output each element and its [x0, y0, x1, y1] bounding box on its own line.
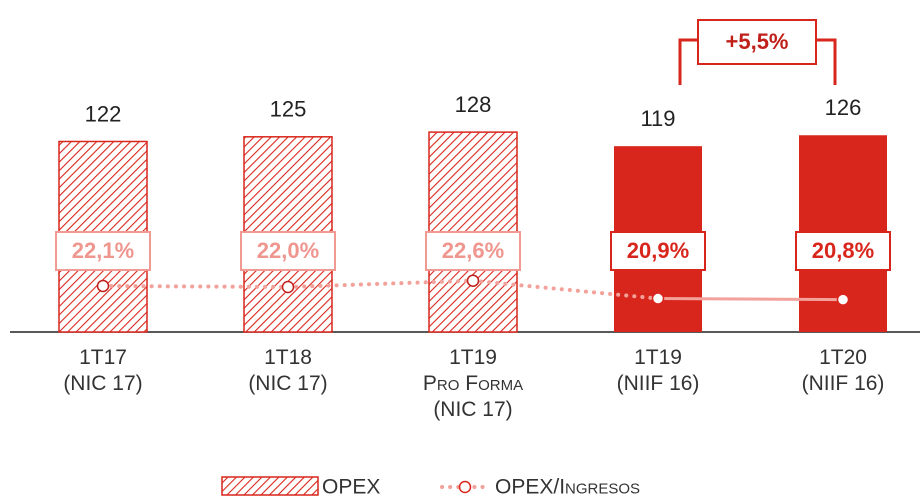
- annotation: +5,5%: [726, 29, 789, 54]
- value-label: 128: [455, 92, 492, 117]
- legend-marker: [458, 480, 472, 494]
- line-segment: [656, 297, 845, 302]
- marker: [466, 274, 480, 287]
- value-label: 22,6%: [442, 238, 504, 263]
- marker: [651, 292, 665, 305]
- marker: [281, 280, 295, 294]
- legend-label: OPEX/Ingresos: [495, 476, 640, 499]
- value-label: 122: [85, 101, 122, 126]
- marker: [96, 279, 110, 293]
- value-label: 20,8%: [812, 238, 874, 263]
- x-tick-label: 1T20 (NIIF 16): [801, 346, 885, 395]
- value-label-box: [240, 231, 336, 271]
- value-label: 126: [825, 95, 862, 120]
- line-segment: [101, 283, 290, 289]
- marker: [836, 293, 850, 306]
- line-segment: [471, 278, 660, 301]
- x-tick-label: 1T17 (NIC 17): [63, 346, 143, 395]
- x-tick-label: 1T19 (NIIF 16): [616, 346, 700, 395]
- value-label: 119: [640, 106, 675, 131]
- line-segment: [286, 278, 475, 289]
- annotation-box: [697, 19, 817, 65]
- x-tick-label: 1T18 (NIC 17): [248, 346, 328, 395]
- value-label: 22,1%: [72, 238, 134, 263]
- value-label-box: [610, 231, 706, 271]
- value-label: 20,9%: [627, 238, 689, 263]
- value-label: 125: [270, 97, 307, 122]
- value-label-box: [425, 231, 521, 271]
- legend-label: OPEX: [322, 476, 380, 499]
- value-label: 22,0%: [257, 238, 319, 263]
- value-label-box: [55, 231, 151, 271]
- value-label-box: [795, 231, 891, 271]
- x-tick-label: 1T19 Pro Forma (NIC 17): [422, 346, 524, 421]
- legend-swatch: [221, 476, 319, 496]
